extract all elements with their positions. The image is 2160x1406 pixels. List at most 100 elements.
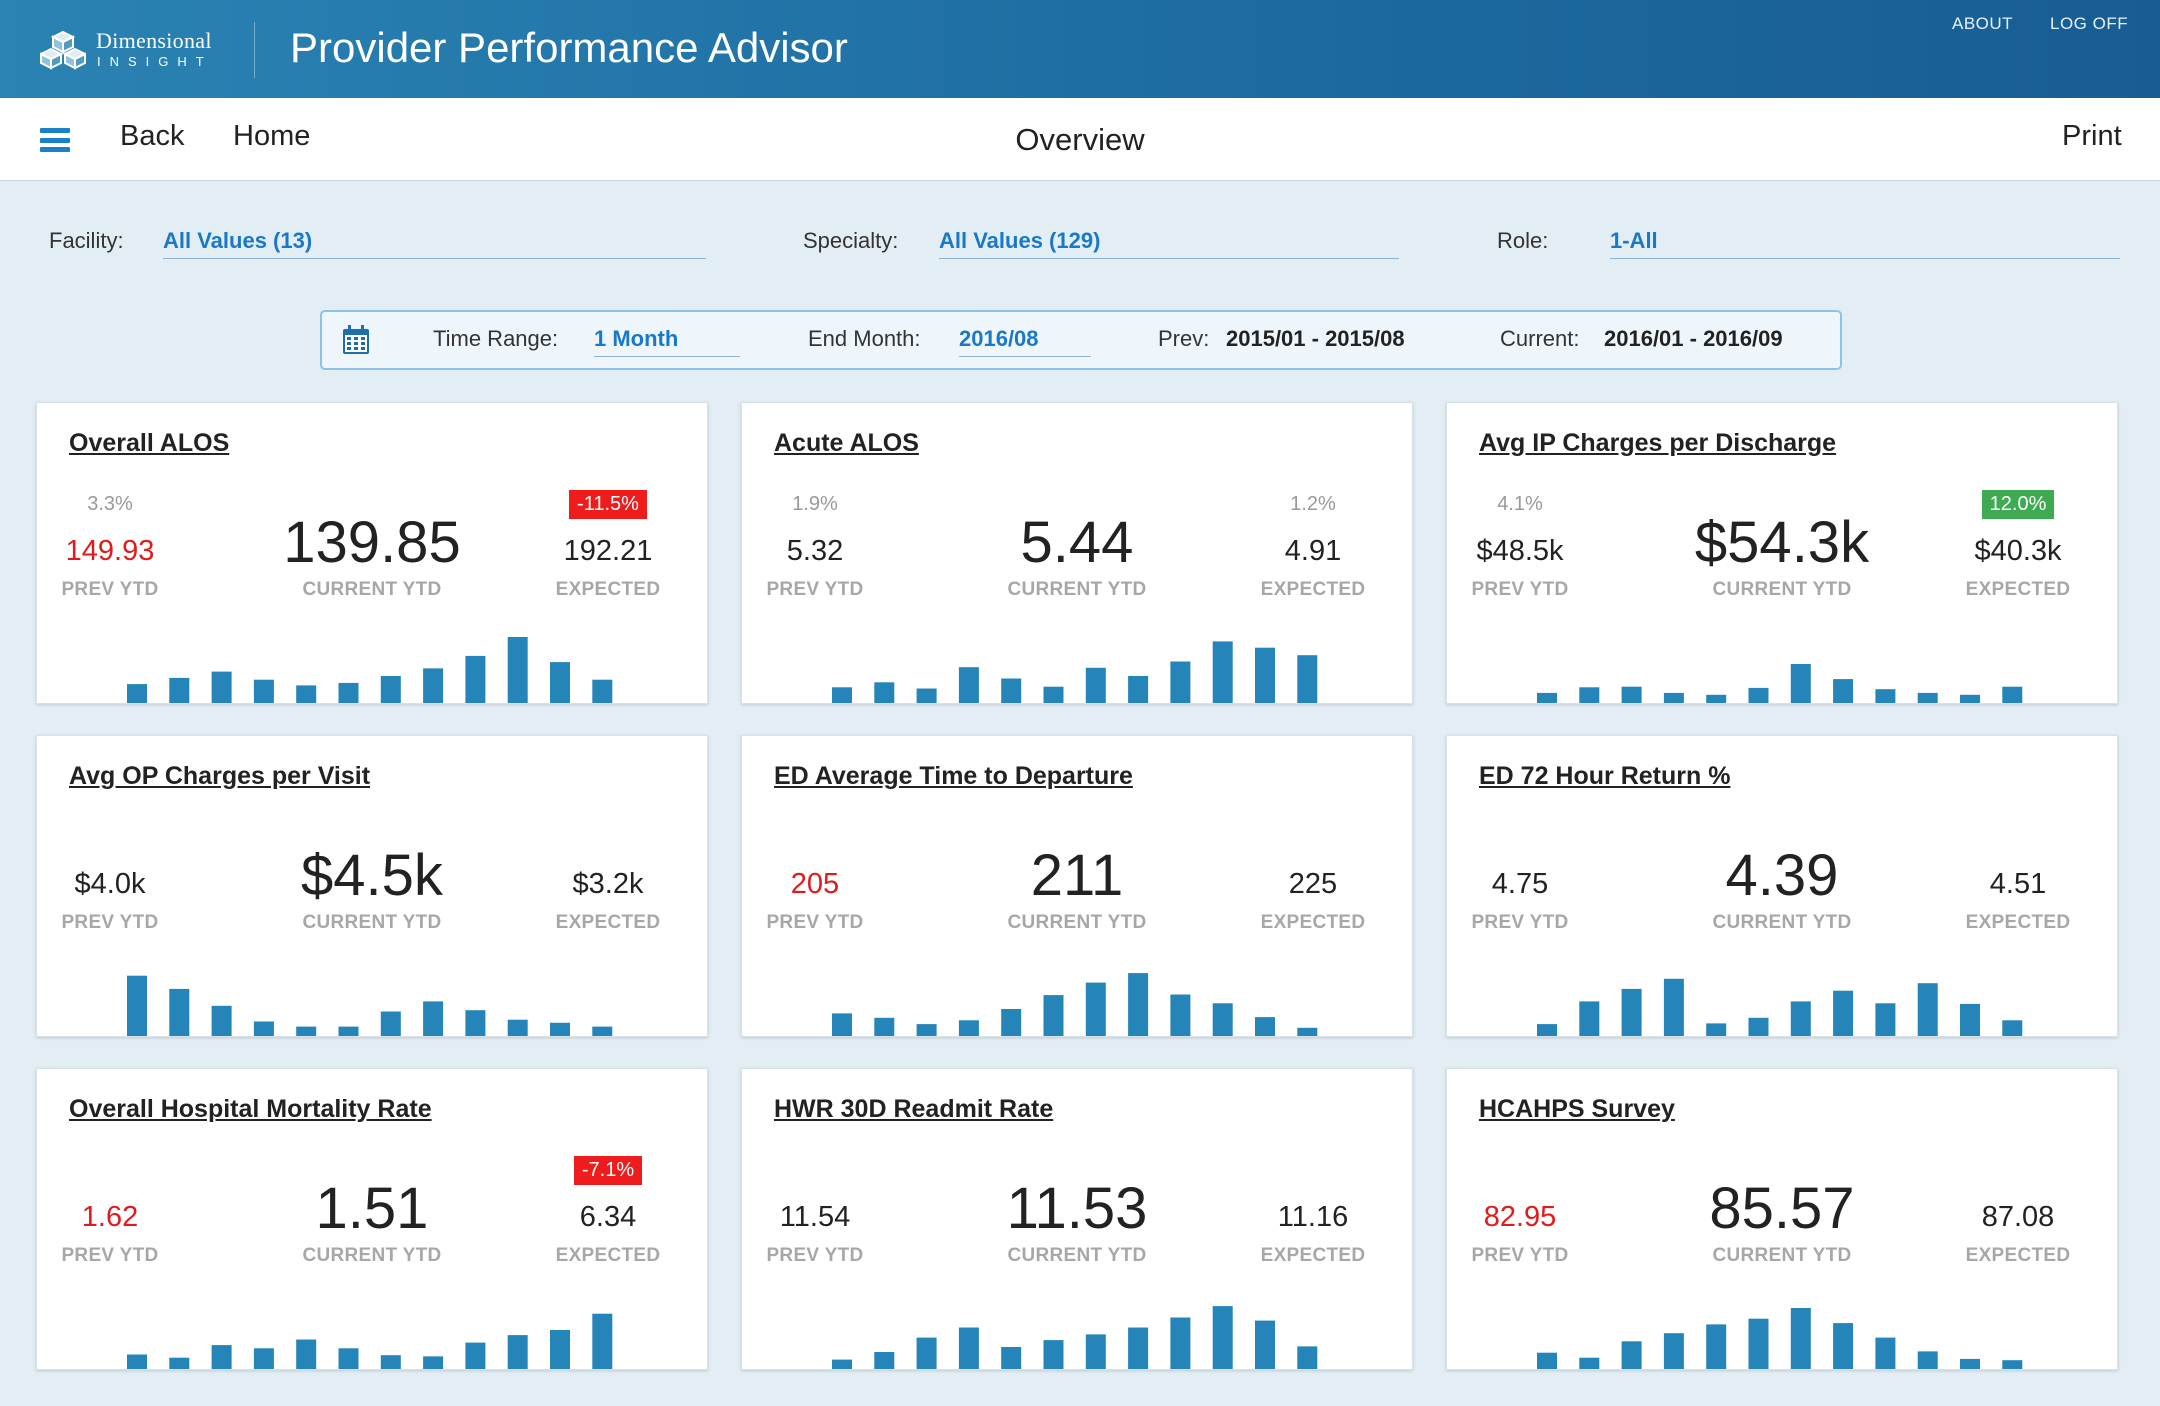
trend-bar xyxy=(1085,982,1106,1036)
trend-bar-chart xyxy=(127,625,647,703)
current-ytd-value: 139.85 xyxy=(283,510,461,575)
prev-ytd-value: $4.0k xyxy=(74,868,146,900)
current-ytd-label: CURRENT YTD xyxy=(302,912,442,933)
calendar-icon[interactable] xyxy=(342,325,370,355)
variance-badge-wrap: -11.5% xyxy=(488,490,728,519)
trend-bar xyxy=(874,1352,895,1369)
end-month-select[interactable]: 2016/08 xyxy=(959,322,1091,357)
current-ytd-label: CURRENT YTD xyxy=(302,579,442,600)
header-divider xyxy=(254,22,255,78)
nav-bar: Overview Back Home Print xyxy=(0,98,2160,181)
trend-bar xyxy=(1833,990,1854,1036)
trend-bar xyxy=(465,1342,486,1369)
time-range-panel: Time Range: 1 Month End Month: 2016/08 P… xyxy=(320,310,1842,370)
app-title: Provider Performance Advisor xyxy=(290,24,848,71)
kpi-title-link[interactable]: ED 72 Hour Return % xyxy=(1479,762,1731,790)
trend-bar xyxy=(592,679,613,703)
kpi-title-link[interactable]: Overall ALOS xyxy=(69,429,230,457)
trend-bar xyxy=(1128,1327,1149,1369)
trend-bar xyxy=(1001,678,1022,703)
kpi-title-link[interactable]: HCAHPS Survey xyxy=(1479,1095,1675,1123)
trend-svg xyxy=(127,637,613,703)
trend-bar xyxy=(916,1024,937,1036)
time-range-label: Time Range: xyxy=(433,326,559,351)
trend-bar-chart xyxy=(832,625,1352,703)
prev-ytd-value: 82.95 xyxy=(1483,1201,1557,1233)
kpi-title-link[interactable]: Avg OP Charges per Visit xyxy=(69,762,371,790)
trend-bar xyxy=(1706,1023,1727,1036)
facility-select[interactable]: All Values (13) xyxy=(163,226,706,259)
time-range-select[interactable]: 1 Month xyxy=(594,322,740,357)
trend-bar-chart xyxy=(832,958,1352,1036)
logoff-link[interactable]: LOG OFF xyxy=(2050,14,2129,33)
trend-bar xyxy=(1297,655,1318,703)
kpi-title-link[interactable]: Acute ALOS xyxy=(774,429,919,457)
trend-bar xyxy=(127,975,147,1036)
trend-bar xyxy=(1875,1337,1896,1369)
trend-bar xyxy=(592,1313,613,1369)
current-ytd-value: $4.5k xyxy=(301,843,443,908)
trend-bar xyxy=(1170,661,1191,703)
print-button[interactable]: Print xyxy=(2062,120,2122,152)
kpi-title-link[interactable]: Overall Hospital Mortality Rate xyxy=(69,1095,432,1123)
expected-value: 4.91 xyxy=(1284,535,1342,567)
trend-bar xyxy=(1212,1003,1233,1036)
trend-svg xyxy=(1537,664,2023,703)
trend-bar xyxy=(1128,676,1149,703)
trend-bar xyxy=(1170,994,1191,1036)
home-button[interactable]: Home xyxy=(233,120,311,152)
trend-bar xyxy=(2002,1020,2023,1036)
specialty-value: All Values (129) xyxy=(939,228,1101,253)
trend-svg xyxy=(127,1313,613,1369)
trend-bar xyxy=(1212,1306,1233,1369)
trend-bar xyxy=(1170,1317,1191,1369)
expected-value: 87.08 xyxy=(1981,1201,2055,1233)
trend-bar xyxy=(465,1010,486,1036)
kpi-title-link[interactable]: ED Average Time to Departure xyxy=(774,762,1133,790)
role-select[interactable]: 1-All xyxy=(1610,226,2120,259)
prev-ytd-label: PREV YTD xyxy=(61,1245,159,1266)
variance-badge-wrap: -7.1% xyxy=(488,1156,728,1185)
trend-bar xyxy=(423,1001,444,1036)
trend-bar xyxy=(958,1020,979,1036)
trend-bar xyxy=(253,679,274,703)
trend-bar xyxy=(1748,687,1769,703)
variance-badge: -7.1% xyxy=(573,1156,643,1185)
trend-bar xyxy=(211,1005,232,1036)
current-period-label: Current: xyxy=(1500,326,1580,351)
current-ytd-value: 5.44 xyxy=(1020,510,1134,575)
trend-bar xyxy=(507,637,528,703)
trend-bar xyxy=(1790,1001,1811,1036)
trend-bar xyxy=(1875,1003,1896,1036)
current-ytd-label: CURRENT YTD xyxy=(1712,1245,1852,1266)
prev-ytd-label: PREV YTD xyxy=(1471,1245,1569,1266)
trend-bar xyxy=(916,688,937,703)
expected-value: 4.51 xyxy=(1989,868,2047,900)
prev-ytd-value: 205 xyxy=(790,868,840,900)
kpi-card: Overall ALOS 3.3% 149.93 PREV YTD 139.85 CURR… xyxy=(36,402,708,704)
trend-bar xyxy=(1748,1318,1769,1369)
back-button[interactable]: Back xyxy=(120,120,185,152)
trend-bar-chart xyxy=(1537,1291,2057,1369)
trend-svg xyxy=(832,973,1318,1036)
kpi-title-link[interactable]: Avg IP Charges per Discharge xyxy=(1479,429,1837,457)
company-logo: Dimensional INSIGHT xyxy=(40,26,220,76)
trend-bar xyxy=(1297,1346,1318,1369)
trend-bar xyxy=(1255,1320,1275,1369)
trend-bar xyxy=(507,1019,528,1036)
specialty-label: Specialty: xyxy=(803,228,899,253)
menu-icon[interactable] xyxy=(40,128,70,152)
expected-label: EXPECTED xyxy=(1965,1245,2071,1266)
about-link[interactable]: ABOUT xyxy=(1952,14,2014,33)
specialty-select[interactable]: All Values (129) xyxy=(939,226,1399,259)
trend-bar xyxy=(874,1017,895,1036)
expected-percent: 1.2% xyxy=(1290,493,1336,515)
kpi-title-link[interactable]: HWR 30D Readmit Rate xyxy=(774,1095,1054,1123)
trend-bar xyxy=(1043,686,1064,703)
current-ytd-label: CURRENT YTD xyxy=(1007,579,1147,600)
kpi-card: ED Average Time to Departure 205 PREV YTD 2… xyxy=(741,735,1413,1037)
trend-svg xyxy=(1537,978,2023,1036)
trend-bar xyxy=(874,682,895,703)
trend-bar xyxy=(1537,1352,1557,1369)
trend-bar xyxy=(1706,1324,1727,1369)
